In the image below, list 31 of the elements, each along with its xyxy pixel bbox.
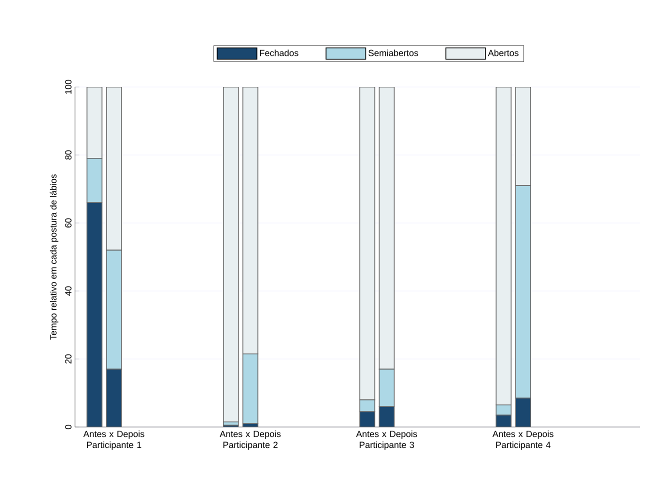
y-tick-label: 80 bbox=[65, 150, 72, 160]
bar bbox=[496, 404, 512, 416]
y-tick-label: 100 bbox=[65, 80, 72, 94]
bar bbox=[378, 86, 395, 370]
x-tick-label: Antes x Depois Participante 2 bbox=[220, 430, 281, 450]
legend-label: Abertos bbox=[488, 50, 518, 56]
bar bbox=[242, 86, 258, 354]
y-tick-label: 60 bbox=[65, 218, 72, 228]
bar bbox=[359, 411, 376, 427]
x-tick-label: Antes x Depois Participante 1 bbox=[83, 430, 144, 450]
legend-label: Semiabertos bbox=[368, 50, 418, 56]
bar bbox=[106, 86, 122, 251]
bar bbox=[86, 202, 102, 427]
x-tick-label: Antes x Depois Participante 4 bbox=[492, 430, 554, 450]
bar bbox=[496, 86, 512, 406]
bar bbox=[515, 398, 532, 427]
bar bbox=[106, 250, 122, 370]
bar bbox=[86, 86, 102, 159]
bar bbox=[378, 406, 395, 427]
x-tick-label: Antes x Depois Participante 3 bbox=[356, 430, 418, 450]
bar bbox=[359, 86, 376, 400]
y-axis-title: Tempo relativo em cada postura de lábios bbox=[50, 174, 58, 340]
y-tick-label: 0 bbox=[65, 424, 72, 430]
bar bbox=[378, 368, 395, 407]
y-tick-label: 20 bbox=[65, 354, 72, 364]
bar bbox=[222, 86, 239, 422]
bar bbox=[515, 86, 532, 186]
bar bbox=[359, 399, 376, 412]
legend-label: Fechados bbox=[260, 50, 298, 56]
y-tick-label: 40 bbox=[65, 286, 72, 296]
bar bbox=[106, 368, 122, 427]
